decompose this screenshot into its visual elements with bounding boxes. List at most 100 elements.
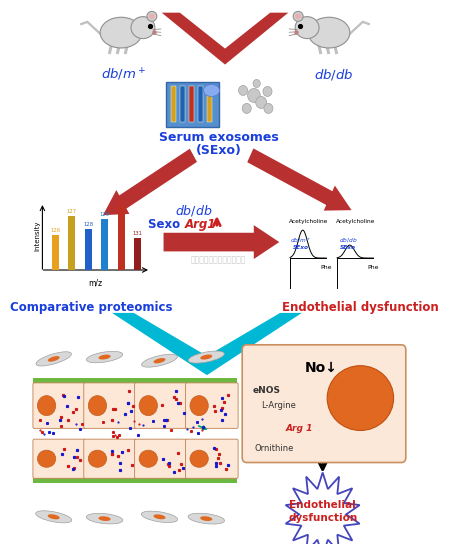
Ellipse shape bbox=[293, 11, 303, 21]
Text: Serum exosomes: Serum exosomes bbox=[159, 131, 279, 144]
Ellipse shape bbox=[142, 354, 177, 367]
Ellipse shape bbox=[153, 514, 166, 519]
Text: Phe: Phe bbox=[368, 265, 379, 270]
Ellipse shape bbox=[131, 17, 155, 39]
Polygon shape bbox=[112, 313, 302, 375]
Text: Arg 1: Arg 1 bbox=[286, 424, 313, 433]
Bar bbox=[171, 87, 176, 123]
Ellipse shape bbox=[295, 17, 319, 39]
Ellipse shape bbox=[37, 450, 56, 467]
Text: 深圳子科生物科技有限公司: 深圳子科生物科技有限公司 bbox=[191, 256, 247, 264]
Ellipse shape bbox=[48, 356, 60, 362]
Ellipse shape bbox=[203, 84, 220, 96]
Ellipse shape bbox=[327, 366, 394, 431]
Ellipse shape bbox=[99, 355, 111, 360]
Circle shape bbox=[238, 86, 248, 95]
Ellipse shape bbox=[147, 11, 157, 21]
Text: 127: 127 bbox=[67, 209, 77, 214]
Ellipse shape bbox=[139, 450, 158, 467]
Ellipse shape bbox=[190, 450, 208, 467]
Text: Sexo: Sexo bbox=[148, 217, 184, 231]
Ellipse shape bbox=[190, 396, 208, 416]
Polygon shape bbox=[103, 149, 197, 215]
Bar bbox=[118, 206, 125, 270]
FancyBboxPatch shape bbox=[135, 439, 187, 479]
Ellipse shape bbox=[88, 396, 107, 416]
Ellipse shape bbox=[308, 17, 350, 48]
Ellipse shape bbox=[88, 450, 107, 467]
FancyBboxPatch shape bbox=[185, 383, 238, 428]
FancyBboxPatch shape bbox=[84, 383, 136, 428]
Bar bbox=[33, 478, 237, 483]
Text: Acetylcholine: Acetylcholine bbox=[288, 219, 328, 224]
Bar bbox=[52, 235, 59, 270]
Bar bbox=[198, 87, 203, 123]
Ellipse shape bbox=[86, 352, 123, 363]
Text: $db/m^+$
SExo: $db/m^+$ SExo bbox=[290, 236, 311, 250]
Text: Comparative proteomics: Comparative proteomics bbox=[10, 301, 172, 314]
Bar bbox=[101, 219, 108, 270]
Bar bbox=[85, 228, 92, 270]
Circle shape bbox=[256, 96, 266, 108]
Text: 126: 126 bbox=[50, 228, 61, 233]
Polygon shape bbox=[286, 473, 360, 545]
Ellipse shape bbox=[36, 352, 72, 366]
Text: eNOS: eNOS bbox=[253, 386, 281, 395]
Text: $db/m^+$: $db/m^+$ bbox=[101, 66, 146, 83]
Bar bbox=[189, 87, 194, 123]
Ellipse shape bbox=[149, 14, 155, 19]
Ellipse shape bbox=[37, 396, 56, 416]
Circle shape bbox=[253, 80, 260, 88]
Ellipse shape bbox=[86, 513, 123, 524]
Text: m/z: m/z bbox=[89, 279, 103, 288]
Text: $db/db$
SExo: $db/db$ SExo bbox=[339, 236, 357, 250]
Text: $db/db$: $db/db$ bbox=[314, 67, 353, 82]
Circle shape bbox=[263, 87, 272, 96]
Text: Endothelial
dysfunction: Endothelial dysfunction bbox=[288, 500, 357, 523]
Ellipse shape bbox=[141, 511, 178, 523]
Polygon shape bbox=[247, 148, 351, 210]
Ellipse shape bbox=[295, 14, 301, 19]
Text: No↓: No↓ bbox=[305, 361, 338, 375]
FancyBboxPatch shape bbox=[33, 383, 86, 428]
Ellipse shape bbox=[188, 351, 224, 363]
Ellipse shape bbox=[188, 513, 225, 524]
Bar bbox=[68, 216, 76, 270]
Circle shape bbox=[248, 88, 260, 102]
Bar bbox=[33, 378, 237, 383]
Ellipse shape bbox=[153, 358, 166, 364]
Text: (SExo): (SExo) bbox=[196, 144, 242, 157]
Ellipse shape bbox=[200, 516, 212, 521]
FancyBboxPatch shape bbox=[135, 383, 187, 428]
Ellipse shape bbox=[200, 355, 212, 360]
Circle shape bbox=[264, 104, 273, 113]
Text: 129: 129 bbox=[100, 212, 110, 217]
Text: Intensity: Intensity bbox=[34, 221, 40, 251]
Text: 128: 128 bbox=[83, 221, 94, 227]
Ellipse shape bbox=[48, 514, 60, 519]
Text: 130: 130 bbox=[116, 199, 126, 204]
Bar bbox=[207, 87, 212, 123]
FancyBboxPatch shape bbox=[166, 82, 219, 128]
Text: L-Argine: L-Argine bbox=[261, 402, 296, 410]
Ellipse shape bbox=[139, 396, 158, 416]
Circle shape bbox=[242, 104, 251, 113]
FancyBboxPatch shape bbox=[185, 439, 238, 479]
Text: Phe: Phe bbox=[320, 265, 332, 270]
Ellipse shape bbox=[99, 516, 111, 521]
Text: Endothelial dysfunction: Endothelial dysfunction bbox=[282, 301, 439, 314]
Text: Arg1: Arg1 bbox=[184, 217, 216, 231]
FancyBboxPatch shape bbox=[84, 439, 136, 479]
Bar bbox=[180, 87, 185, 123]
Polygon shape bbox=[163, 225, 279, 259]
FancyBboxPatch shape bbox=[242, 345, 406, 463]
Ellipse shape bbox=[36, 511, 72, 523]
Polygon shape bbox=[162, 13, 288, 64]
Ellipse shape bbox=[100, 17, 142, 48]
Text: Acetylcholine: Acetylcholine bbox=[336, 219, 375, 224]
FancyBboxPatch shape bbox=[33, 439, 86, 479]
Text: Ornithine: Ornithine bbox=[254, 444, 294, 453]
Text: 131: 131 bbox=[133, 231, 143, 236]
Text: $db/db$: $db/db$ bbox=[175, 203, 212, 217]
Bar bbox=[134, 238, 141, 270]
